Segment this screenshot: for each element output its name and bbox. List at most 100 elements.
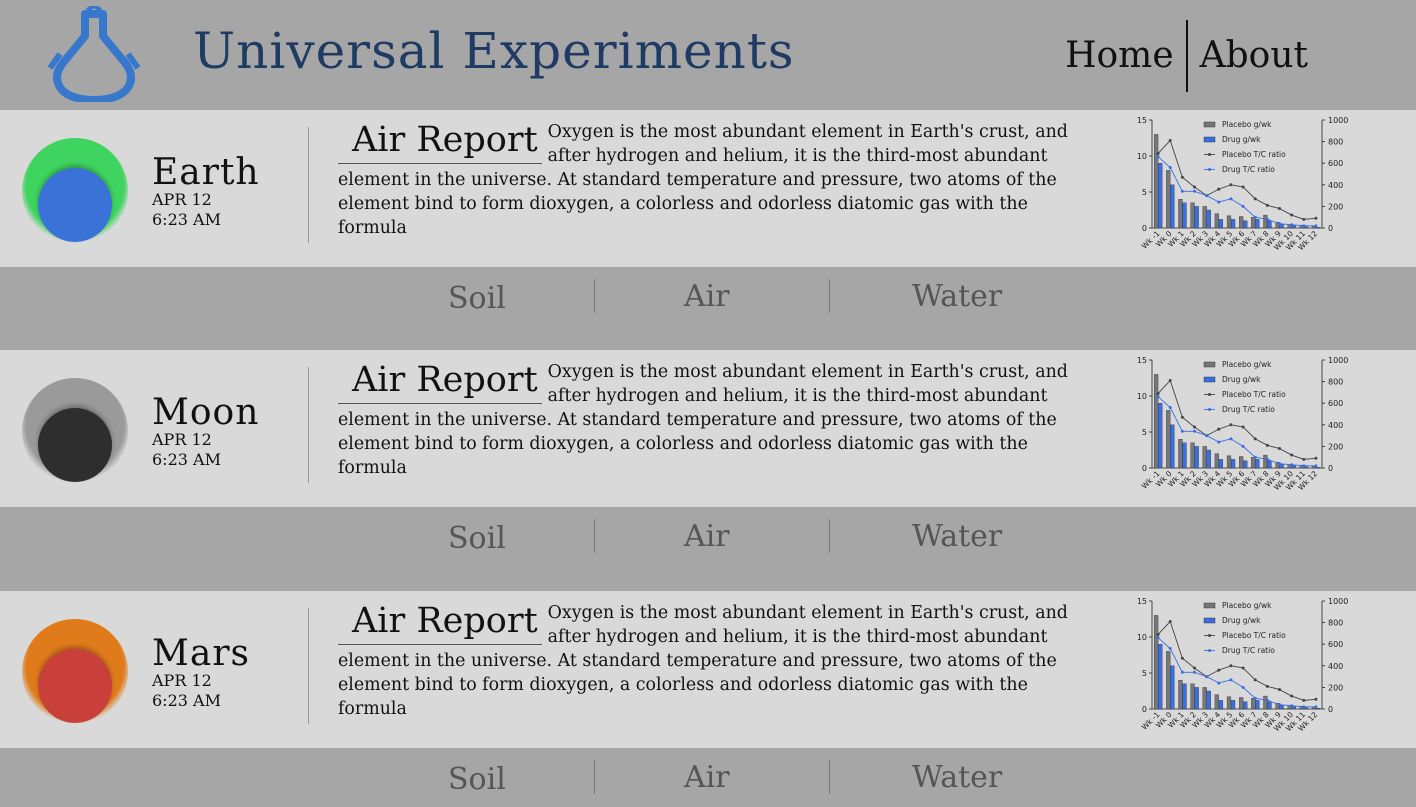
chart-bar xyxy=(1154,134,1159,229)
tab-water[interactable]: Water xyxy=(912,519,1003,554)
chart-bar xyxy=(1190,442,1195,469)
nav-home-link[interactable]: Home xyxy=(1065,35,1174,76)
chart-bar xyxy=(1255,459,1260,469)
chart-bar xyxy=(1243,220,1248,229)
chart-point xyxy=(1180,429,1184,433)
tab-air[interactable]: Air xyxy=(684,760,730,795)
chart-bar xyxy=(1190,202,1195,229)
tab-soil[interactable]: Soil xyxy=(448,281,506,316)
chart-point xyxy=(1217,427,1221,431)
legend-label: Drug g/wk xyxy=(1222,135,1261,144)
planet-core xyxy=(38,408,112,482)
report-datetime: APR 12 6:23 AM xyxy=(152,671,221,711)
chart-point xyxy=(1290,463,1294,467)
chart-point xyxy=(1156,151,1160,155)
tab-water[interactable]: Water xyxy=(912,279,1003,314)
legend-label: Placebo T/C ratio xyxy=(1222,631,1286,640)
chart-bar xyxy=(1190,683,1195,710)
legend-marker xyxy=(1208,153,1211,156)
chart-point xyxy=(1193,429,1196,433)
legend-label: Drug T/C ratio xyxy=(1222,405,1275,414)
chart-bar xyxy=(1194,446,1199,469)
report-tabs: Soil Air Water xyxy=(0,748,1416,807)
tab-soil[interactable]: Soil xyxy=(448,521,506,556)
chart-point xyxy=(1265,203,1269,207)
chart-bar xyxy=(1182,202,1187,229)
chart-point xyxy=(1302,464,1306,468)
chart-bar xyxy=(1239,456,1244,469)
chart-point xyxy=(1168,406,1172,410)
chart-point xyxy=(1253,197,1257,201)
chart-point xyxy=(1241,444,1245,448)
right-tick-label: 200 xyxy=(1328,442,1343,451)
report-title[interactable]: Air Report xyxy=(338,117,542,164)
tab-water[interactable]: Water xyxy=(912,760,1003,795)
chart-line xyxy=(1157,637,1316,708)
tab-soil[interactable]: Soil xyxy=(448,762,506,797)
chart-point xyxy=(1168,166,1172,170)
chart-bar xyxy=(1214,694,1219,710)
chart-line xyxy=(1157,396,1316,467)
right-tick-label: 800 xyxy=(1328,378,1343,387)
chart-bar xyxy=(1154,374,1159,469)
right-tick-label: 200 xyxy=(1328,683,1343,692)
chart-bar xyxy=(1166,170,1171,229)
chart-point xyxy=(1193,189,1196,193)
legend-label: Drug T/C ratio xyxy=(1222,646,1275,655)
report-title[interactable]: Air Report xyxy=(338,357,542,404)
chart-bar xyxy=(1263,454,1268,469)
chart-point xyxy=(1278,207,1281,211)
right-tick-label: 800 xyxy=(1328,619,1343,628)
nav-about-link[interactable]: About xyxy=(1199,35,1308,76)
chart-bar xyxy=(1267,460,1272,469)
chart-point xyxy=(1217,668,1221,672)
chart-bar xyxy=(1170,424,1175,469)
chart-bar xyxy=(1251,698,1256,710)
chart-point xyxy=(1180,175,1184,179)
legend-swatch xyxy=(1203,361,1216,368)
chart-bar xyxy=(1291,706,1296,710)
chart-point xyxy=(1180,656,1184,660)
planet-core xyxy=(38,168,112,242)
report-card: Earth APR 12 6:23 AM Air Report Oxygen i… xyxy=(0,110,1416,267)
left-tick-label: 0 xyxy=(1142,464,1147,473)
chart-bar xyxy=(1202,446,1207,469)
chart-point xyxy=(1229,197,1233,201)
tab-divider xyxy=(594,519,595,553)
chart-bar xyxy=(1226,696,1232,710)
left-tick-label: 0 xyxy=(1142,224,1147,233)
planet-name: Moon xyxy=(152,392,260,433)
chart-point xyxy=(1205,434,1209,438)
tab-air[interactable]: Air xyxy=(684,279,730,314)
tab-divider xyxy=(829,760,830,794)
chart-bar xyxy=(1206,690,1211,710)
report-card: Moon APR 12 6:23 AM Air Report Oxygen is… xyxy=(0,350,1416,507)
chart-point xyxy=(1156,636,1160,640)
chart-point xyxy=(1314,697,1318,701)
chart-point xyxy=(1168,379,1172,383)
report-title[interactable]: Air Report xyxy=(338,598,542,645)
chart-bar xyxy=(1255,219,1260,229)
chart-bar xyxy=(1178,680,1183,710)
tab-air[interactable]: Air xyxy=(684,519,730,554)
chart-point xyxy=(1168,620,1172,624)
brand-title: Universal Experiments xyxy=(193,22,795,80)
flask-logo-icon[interactable] xyxy=(46,6,142,102)
chart-point xyxy=(1290,213,1294,217)
chart-point xyxy=(1156,395,1160,399)
chart-point xyxy=(1217,681,1221,685)
report-datetime: APR 12 6:23 AM xyxy=(152,190,221,230)
chart-point xyxy=(1168,647,1172,651)
right-tick-label: 0 xyxy=(1328,464,1333,473)
legend-label: Placebo g/wk xyxy=(1222,120,1272,129)
right-tick-label: 400 xyxy=(1328,662,1343,671)
planet-avatar xyxy=(22,619,128,725)
chart-bar xyxy=(1182,442,1187,469)
report-tabs: Soil Air Water xyxy=(0,267,1416,326)
report-date: APR 12 xyxy=(152,190,212,209)
tab-divider xyxy=(594,760,595,794)
chart-bar xyxy=(1230,219,1236,229)
